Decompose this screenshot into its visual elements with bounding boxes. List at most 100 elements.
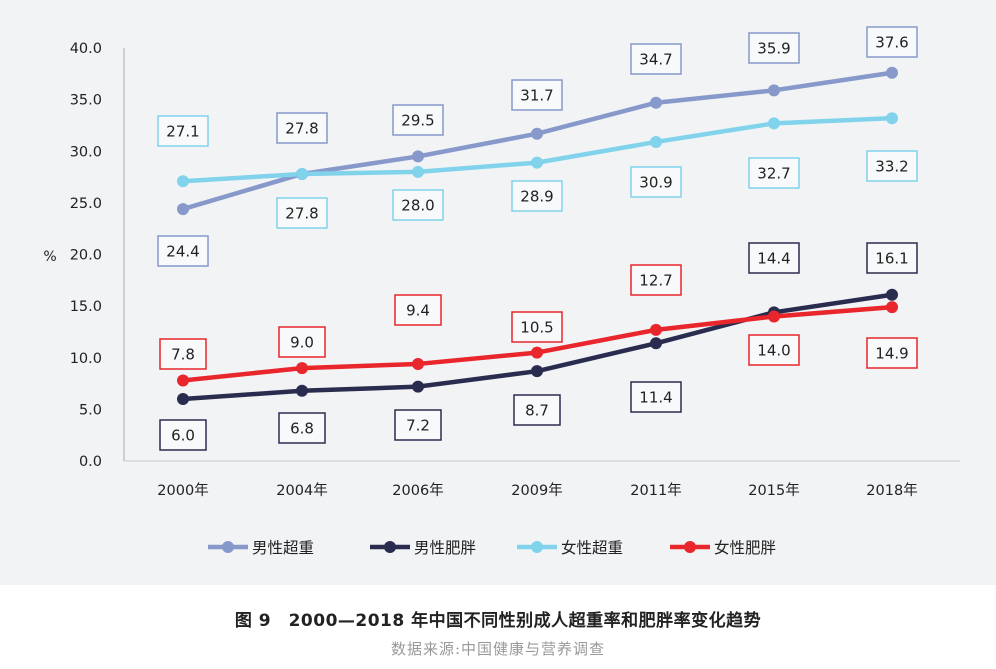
data-label-box — [630, 381, 682, 413]
data-point — [177, 203, 189, 216]
data-label-box — [511, 180, 563, 212]
figure-title: 图 9 2000—2018 年中国不同性别成人超重率和肥胖率变化趋势 — [234, 611, 762, 631]
data-label-box — [866, 150, 918, 182]
data-label-box — [866, 26, 918, 58]
x-tick-label: 2006年 — [392, 482, 443, 499]
legend-item: 女性超重 — [517, 538, 623, 557]
data-point — [296, 167, 308, 180]
data-label: 14.4 — [757, 250, 790, 268]
x-tick-label: 2015年 — [748, 482, 799, 499]
data-label-box — [392, 104, 444, 136]
data-point — [412, 150, 424, 163]
y-tick-label: 35.0 — [70, 93, 102, 109]
data-label-box — [748, 242, 800, 274]
x-tick-label: 2009年 — [511, 482, 562, 499]
data-label: 29.5 — [401, 112, 434, 130]
y-tick-label: 10.0 — [70, 351, 102, 367]
x-tick-label: 2011年 — [630, 482, 681, 499]
data-label: 31.7 — [520, 87, 553, 105]
legend-marker — [222, 541, 234, 553]
data-point — [886, 301, 898, 314]
data-point — [650, 135, 662, 148]
data-label: 30.9 — [639, 174, 672, 192]
data-point — [412, 357, 424, 370]
data-label: 34.7 — [639, 51, 672, 69]
y-tick-label: 30.0 — [70, 144, 102, 160]
data-label: 8.7 — [525, 402, 549, 420]
y-tick-label: 25.0 — [70, 196, 102, 212]
legend-item: 男性肥胖 — [370, 539, 476, 557]
y-tick-label: 20.0 — [70, 248, 102, 264]
data-point — [531, 127, 543, 140]
data-label: 9.4 — [406, 302, 430, 320]
data-point — [768, 84, 780, 97]
data-label: 12.7 — [639, 272, 672, 290]
data-point — [886, 288, 898, 301]
data-label-box — [159, 338, 207, 370]
legend-marker — [684, 541, 696, 553]
data-label-box — [278, 326, 326, 358]
data-label: 28.9 — [520, 188, 553, 206]
data-point — [296, 384, 308, 397]
data-label: 14.9 — [875, 345, 908, 363]
data-label-box — [157, 235, 209, 267]
data-point — [177, 374, 189, 387]
data-label-box — [511, 311, 563, 343]
data-label: 16.1 — [875, 250, 908, 268]
data-label: 33.2 — [875, 158, 908, 176]
y-axis-label: % — [43, 249, 56, 265]
data-point — [650, 337, 662, 350]
legend-marker — [531, 541, 543, 553]
legend-item: 男性超重 — [208, 539, 314, 557]
data-point — [412, 165, 424, 178]
data-label-box — [511, 79, 563, 111]
data-label: 24.4 — [166, 243, 199, 261]
data-label: 6.0 — [171, 427, 195, 445]
x-tick-label: 2000年 — [157, 482, 208, 499]
x-tick-label: 2004年 — [276, 482, 327, 499]
data-label: 9.0 — [290, 334, 314, 352]
data-label-box — [866, 337, 918, 369]
y-tick-label: 15.0 — [70, 299, 102, 315]
data-point — [296, 362, 308, 375]
data-label-box — [392, 189, 444, 221]
legend-label: 男性超重 — [252, 539, 314, 557]
data-label: 11.4 — [639, 389, 672, 407]
data-label: 6.8 — [290, 420, 314, 438]
legend-label: 男性肥胖 — [414, 539, 476, 557]
data-label: 37.6 — [875, 34, 908, 52]
data-point — [650, 96, 662, 109]
data-point — [531, 346, 543, 359]
data-point — [650, 323, 662, 336]
data-label-box — [276, 197, 328, 229]
data-label-box — [748, 334, 800, 366]
data-label-box — [866, 242, 918, 274]
data-label-box — [159, 419, 207, 451]
data-point — [886, 112, 898, 125]
y-tick-label: 0.0 — [79, 454, 102, 470]
legend-label: 女性肥胖 — [714, 538, 776, 557]
data-label-box — [748, 157, 800, 189]
data-label-box — [278, 412, 326, 444]
data-label-box — [748, 32, 800, 64]
data-label-box — [394, 294, 442, 326]
data-label-box — [157, 115, 209, 147]
x-tick-label: 2018年 — [866, 482, 917, 499]
data-label: 10.5 — [520, 319, 553, 337]
data-label: 27.1 — [166, 123, 199, 141]
data-point — [177, 175, 189, 188]
line-chart: 0.0 5.0 10.0 15.0 20.0 25.0 30.0 35.0 40.0% 2000年… — [43, 26, 960, 557]
data-point — [531, 156, 543, 169]
data-label: 7.8 — [171, 346, 195, 364]
data-point — [531, 365, 543, 378]
data-point — [412, 380, 424, 393]
data-label: 14.0 — [757, 342, 790, 360]
data-label: 35.9 — [757, 40, 790, 58]
data-point — [768, 310, 780, 323]
data-label-box — [630, 43, 682, 75]
data-label: 27.8 — [285, 120, 318, 138]
data-label: 32.7 — [757, 165, 790, 183]
data-point — [177, 393, 189, 406]
data-label: 27.8 — [285, 205, 318, 223]
